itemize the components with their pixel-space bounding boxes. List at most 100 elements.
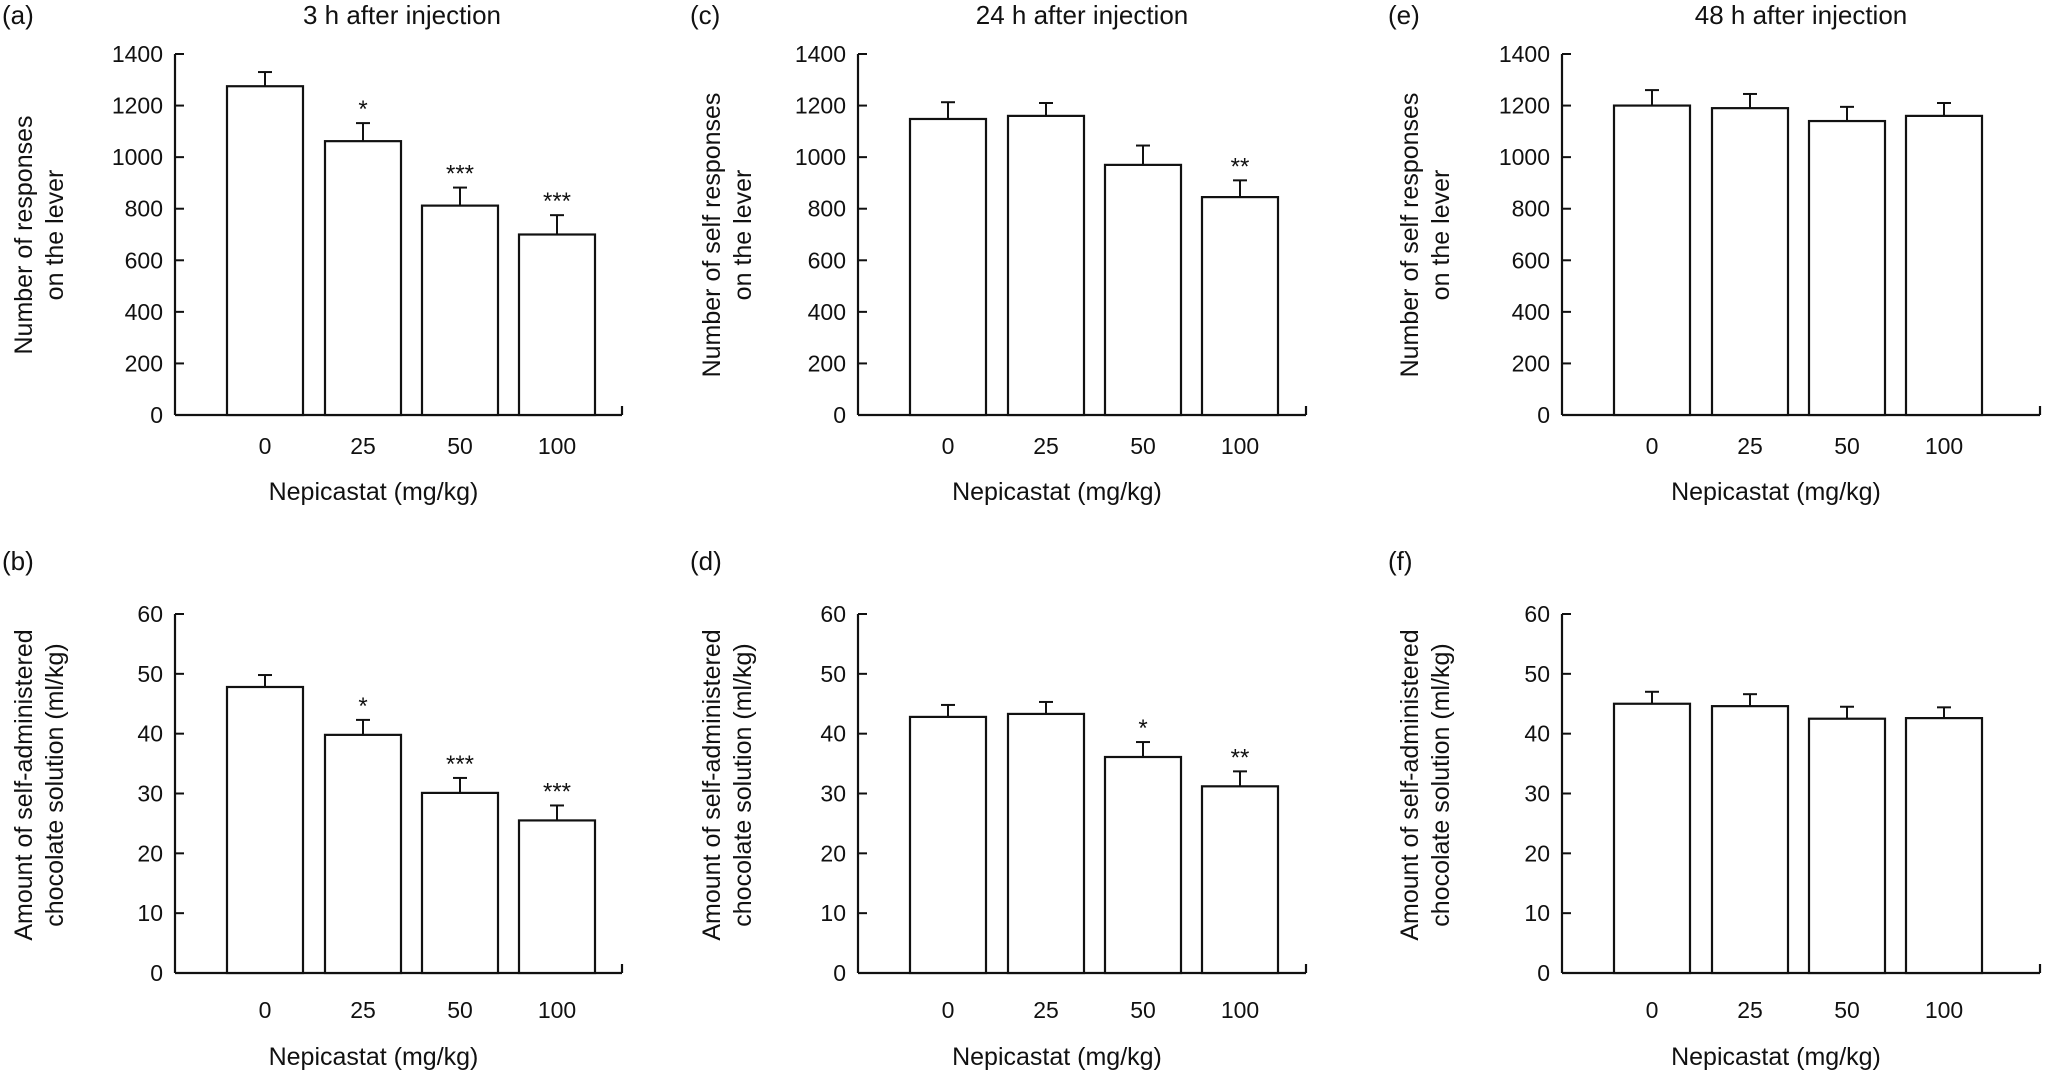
bar: [517, 233, 597, 417]
y-tick-label: 800: [808, 196, 846, 222]
y-tick-label: 0: [150, 402, 163, 428]
y-tick-label: 400: [125, 299, 163, 325]
y-tick-label: 1200: [112, 93, 163, 119]
x-tick-label: 50: [1834, 433, 1860, 459]
y-tick-label: 30: [1524, 781, 1550, 807]
bar: [1612, 702, 1692, 975]
significance-mark: **: [1231, 744, 1250, 771]
x-axis-label: Nepicastat (mg/kg): [1671, 1043, 1881, 1071]
bar: [1103, 163, 1183, 417]
bar: [1807, 119, 1887, 417]
x-axis-label: Nepicastat (mg/kg): [952, 1043, 1162, 1071]
bar: [1904, 717, 1984, 975]
bar: [517, 819, 597, 975]
chart-panel-c: 0 200 400 600 800 1000 1200 1400 0 25 50 100 ** Nepic…: [690, 0, 1308, 506]
bar: [1006, 712, 1086, 975]
bar: [1807, 717, 1887, 975]
significance-mark: ***: [543, 778, 571, 805]
bar: [420, 791, 500, 975]
x-tick-label: 50: [1834, 997, 1860, 1023]
x-tick-label: 100: [538, 433, 576, 459]
y-tick-label: 40: [137, 721, 163, 747]
y-tick-label: 1400: [1499, 41, 1550, 67]
y-tick-label: 50: [1524, 661, 1550, 687]
chart-panel-b: 0 10 20 30 40 50 60 0 25 * 50 *** 100 *** Nepicastat (…: [2, 546, 624, 1071]
y-tick-label: 200: [125, 350, 163, 376]
y-tick-label: 20: [137, 840, 163, 866]
y-tick-label: 600: [1512, 247, 1550, 273]
bar: [420, 204, 500, 417]
panel-label: (d): [690, 546, 722, 576]
y-axis-label: Amount of self-administered chocolate sol…: [698, 629, 757, 940]
significance-mark: *: [358, 693, 367, 720]
y-axis-label-line: chocolate solution (ml/kg): [41, 643, 69, 926]
x-tick-label: 50: [447, 997, 473, 1023]
y-tick-label: 1400: [795, 41, 846, 67]
x-tick-label: 100: [1925, 997, 1963, 1023]
y-tick-label: 1000: [1499, 144, 1550, 170]
y-tick-label: 20: [820, 840, 846, 866]
bar: [1904, 114, 1984, 417]
bar: [1200, 785, 1280, 975]
x-tick-label: 25: [1737, 997, 1763, 1023]
y-tick-label: 40: [820, 721, 846, 747]
bar: [908, 715, 988, 975]
significance-mark: **: [1231, 153, 1250, 180]
panel-label: (c): [690, 0, 720, 30]
y-tick-label: 800: [125, 196, 163, 222]
chart-title: 24 h after injection: [976, 0, 1188, 30]
y-tick-label: 50: [137, 661, 163, 687]
x-tick-label: 25: [1033, 433, 1059, 459]
y-tick-label: 60: [820, 601, 846, 627]
x-tick-label: 100: [1221, 433, 1259, 459]
bar: [323, 733, 403, 975]
y-tick-label: 10: [820, 900, 846, 926]
significance-mark: *: [358, 96, 367, 123]
y-axis-label: Number of self responses on the lever: [698, 93, 757, 378]
panel-label: (f): [1388, 546, 1413, 576]
y-tick-label: 1000: [112, 144, 163, 170]
x-tick-label: 50: [1130, 997, 1156, 1023]
y-tick-label: 0: [1537, 402, 1550, 428]
y-tick-label: 400: [808, 299, 846, 325]
y-tick-label: 400: [1512, 299, 1550, 325]
x-tick-label: 0: [942, 997, 955, 1023]
x-tick-label: 25: [1033, 997, 1059, 1023]
bar: [1612, 104, 1692, 417]
bar: [1103, 755, 1183, 975]
y-axis-label-line: chocolate solution (ml/kg): [729, 643, 757, 926]
y-tick-label: 10: [1524, 900, 1550, 926]
x-tick-label: 25: [350, 997, 376, 1023]
chart-panel-d: 0 10 20 30 40 50 60 0 25 50 * 100 ** Nepicastat (mg/k…: [690, 546, 1308, 1071]
y-tick-label: 200: [808, 350, 846, 376]
y-axis-label-line: Amount of self-administered: [10, 629, 38, 940]
y-tick-label: 20: [1524, 840, 1550, 866]
y-tick-label: 0: [1537, 960, 1550, 986]
y-tick-label: 40: [1524, 721, 1550, 747]
x-tick-label: 0: [1646, 433, 1659, 459]
panel-label: (a): [2, 0, 34, 30]
y-axis-label-line: Amount of self-administered: [698, 629, 726, 940]
x-axis-label: Nepicastat (mg/kg): [1671, 478, 1881, 506]
x-tick-label: 0: [942, 433, 955, 459]
y-tick-label: 10: [137, 900, 163, 926]
chart-title: 3 h after injection: [303, 0, 501, 30]
y-tick-label: 0: [150, 960, 163, 986]
y-tick-label: 30: [820, 781, 846, 807]
bar: [1710, 705, 1790, 975]
x-tick-label: 0: [259, 433, 272, 459]
y-tick-label: 1000: [795, 144, 846, 170]
y-tick-label: 600: [125, 247, 163, 273]
bar: [225, 85, 305, 417]
y-axis-label-line: Number of responses: [10, 115, 38, 354]
chart-panel-f: 0 10 20 30 40 50 60 0 25 50 100 Nepicastat (mg/kg) A…: [1388, 546, 2042, 1071]
y-axis-label-line: chocolate solution (ml/kg): [1427, 643, 1455, 926]
y-axis-label-line: on the lever: [41, 170, 69, 301]
y-axis-label: Amount of self-administered chocolate sol…: [10, 629, 69, 940]
x-tick-label: 50: [447, 433, 473, 459]
bar: [1200, 196, 1280, 417]
chart-panel-a: 0 200 400 600 800 1000 1200 1400 0 25 * 50 *** 100 ***…: [2, 0, 624, 506]
chart-title: 48 h after injection: [1695, 0, 1907, 30]
y-tick-label: 50: [820, 661, 846, 687]
